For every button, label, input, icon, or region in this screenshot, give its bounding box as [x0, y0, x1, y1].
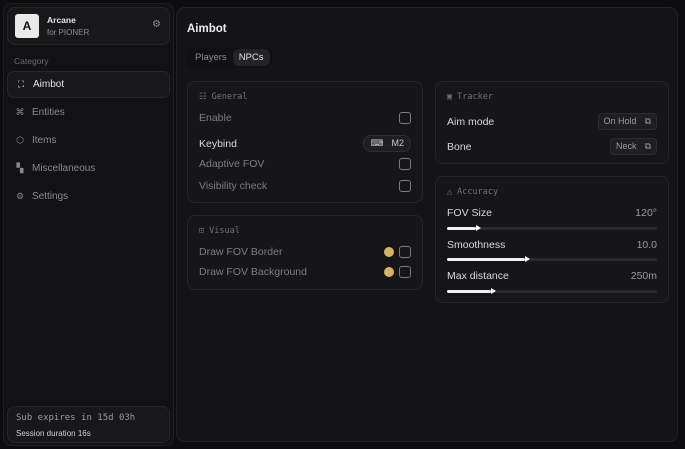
tracker-section: ▣ Tracker Aim mode On Hold ⧉ Bone Neck ⧉ — [435, 81, 669, 164]
section-title: ⊡ Visual — [199, 226, 240, 236]
aim-mode-select[interactable]: On Hold ⧉ — [597, 113, 657, 130]
tab-npcs[interactable]: NPCs — [232, 49, 270, 66]
section-title: △ Accuracy — [447, 187, 499, 197]
tab-bar: Players NPCs — [187, 47, 272, 68]
tab-players[interactable]: Players — [195, 52, 227, 63]
sidebar-item-items[interactable]: ⬡ Items — [7, 127, 170, 154]
accuracy-section: △ Accuracy FOV Size 120° Smoothness 10.0 Ma… — [435, 176, 669, 303]
visibility-check-label: Visibility check — [199, 180, 268, 192]
sidebar-item-label: Entities — [32, 107, 65, 118]
session-duration: Session duration 16s — [16, 429, 91, 438]
grid-icon: ▚ — [16, 163, 24, 173]
entities-icon: ⌘ — [15, 107, 25, 117]
crosshair-icon: ⛶ — [17, 79, 25, 89]
app-logo: A — [15, 14, 39, 38]
slider-fill — [447, 290, 492, 293]
general-section: ☷ General Enable Keybind ⌨ M2 Adaptive FOV … — [187, 81, 423, 203]
keyboard-icon: ⌨ — [370, 138, 384, 148]
visual-section: ⊡ Visual Draw FOV Border Draw FOV Backgro… — [187, 215, 423, 290]
slider-thumb[interactable] — [476, 225, 482, 231]
box-icon: ⬡ — [16, 135, 24, 145]
adaptive-fov-label: Adaptive FOV — [199, 158, 265, 170]
sidebar-item-label: Aimbot — [33, 79, 65, 90]
fov-background-label: Draw FOV Background — [199, 266, 307, 278]
fov-background-checkbox[interactable] — [399, 266, 411, 278]
slider-thumb[interactable] — [524, 256, 530, 262]
fov-border-label: Draw FOV Border — [199, 246, 283, 258]
sidebar-item-aimbot[interactable]: ⛶ Aimbot — [7, 71, 170, 98]
triangle-icon: △ — [447, 187, 453, 197]
sidebar — [3, 3, 174, 446]
adaptive-fov-checkbox[interactable] — [399, 158, 411, 170]
enable-label: Enable — [199, 112, 232, 124]
keybind-label: Keybind — [199, 137, 237, 150]
app-name: Arcane — [47, 15, 76, 25]
section-title: ☷ General — [199, 92, 248, 102]
section-title: ▣ Tracker — [447, 92, 493, 102]
sidebar-item-label: Settings — [32, 191, 69, 202]
slider-thumb[interactable] — [491, 288, 497, 294]
slider-fill — [447, 258, 525, 261]
page-title: Aimbot — [187, 23, 227, 35]
settings-gear-icon[interactable]: ⚙ — [152, 19, 161, 30]
enable-checkbox[interactable] — [399, 112, 411, 124]
fov-border-checkbox[interactable] — [399, 246, 411, 258]
max-distance-label: Max distance — [447, 270, 509, 282]
keybind-button[interactable]: ⌨ M2 — [363, 135, 411, 152]
sub-expiry: Sub expires in 15d 03h — [16, 413, 136, 423]
max-distance-slider[interactable] — [447, 288, 657, 294]
tracker-icon: ▣ — [447, 92, 453, 102]
smoothness-slider[interactable] — [447, 256, 657, 262]
subscription-card: Sub expires in 15d 03h Session duration … — [7, 406, 170, 443]
category-label: Category — [14, 56, 49, 66]
expand-icon: ⧉ — [644, 116, 651, 126]
slider-fill — [447, 227, 477, 230]
smoothness-value: 10.0 — [636, 239, 657, 251]
visibility-check-checkbox[interactable] — [399, 180, 411, 192]
bone-select[interactable]: Neck ⧉ — [610, 138, 657, 155]
gear-icon: ⚙ — [15, 191, 25, 201]
sidebar-item-entities[interactable]: ⌘ Entities — [7, 99, 170, 126]
bone-label: Bone — [447, 140, 472, 153]
eye-icon: ⊡ — [199, 226, 205, 236]
aim-mode-label: Aim mode — [447, 115, 495, 128]
list-icon: ☷ — [199, 92, 207, 102]
smoothness-label: Smoothness — [447, 239, 506, 251]
brand-card: A Arcane for PIONER ⚙ — [7, 7, 170, 45]
fov-size-value: 120° — [635, 207, 657, 219]
fov-size-label: FOV Size — [447, 207, 492, 219]
fov-background-color-swatch[interactable] — [384, 267, 394, 277]
sidebar-item-settings[interactable]: ⚙ Settings — [7, 183, 170, 210]
sidebar-item-label: Miscellaneous — [32, 163, 96, 174]
fov-size-slider[interactable] — [447, 225, 657, 231]
max-distance-value: 250m — [630, 270, 657, 282]
sidebar-item-miscellaneous[interactable]: ▚ Miscellaneous — [7, 155, 170, 182]
fov-border-color-swatch[interactable] — [384, 247, 394, 257]
sidebar-item-label: Items — [32, 135, 57, 146]
expand-icon: ⧉ — [644, 141, 651, 151]
app-subtitle: for PIONER — [47, 28, 90, 37]
